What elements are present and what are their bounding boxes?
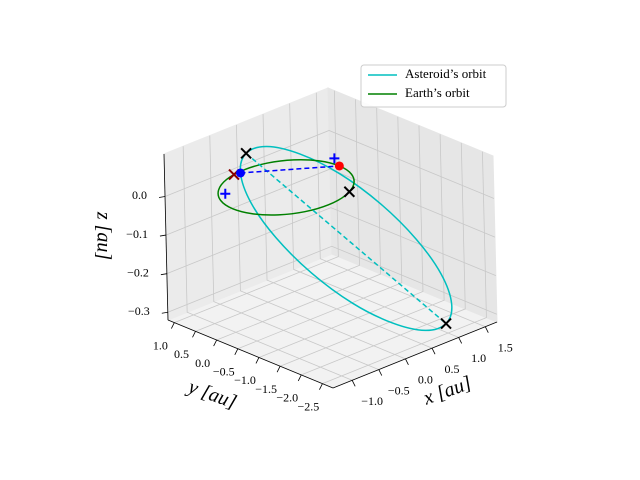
- point-marker: [236, 168, 246, 178]
- y-tick-label: 0.5: [174, 347, 189, 361]
- grid-line: [258, 125, 424, 358]
- grid-line: [195, 99, 360, 332]
- z-tick-label: −0.1: [126, 227, 148, 241]
- x-axis-line: [332, 321, 498, 389]
- panes: [163, 87, 499, 389]
- grid-line: [182, 146, 353, 381]
- z-axis-line: [163, 153, 169, 321]
- legend-label: Earth’s orbit: [405, 85, 470, 100]
- dashed-line: [240, 165, 340, 174]
- grid-line: [289, 103, 459, 338]
- y-tick-label: −2.0: [276, 391, 298, 405]
- y-tick-label: 0.0: [195, 356, 210, 370]
- x-tick: [405, 358, 409, 366]
- grid-line: [301, 142, 466, 376]
- z-tick-label: −0.3: [128, 304, 150, 318]
- point-marker: [343, 186, 356, 198]
- x-tick: [351, 380, 356, 387]
- y-tick: [170, 322, 175, 329]
- legend-label: Asteroid’s orbit: [405, 66, 487, 81]
- y-axis-label: y [au]: [184, 375, 240, 413]
- x-tick-label: 0.0: [418, 373, 433, 387]
- grid-line: [165, 168, 496, 238]
- y-tick-label: −1.5: [255, 382, 277, 396]
- grid-line: [216, 108, 382, 341]
- grid-line: [167, 245, 497, 315]
- grid-line: [209, 135, 379, 370]
- x-tick-label: −0.5: [388, 383, 410, 397]
- x-tick-label: 0.5: [445, 362, 460, 376]
- y-tick-label: −0.5: [213, 365, 235, 379]
- point-marker: [220, 188, 231, 199]
- point-marker: [440, 317, 452, 330]
- x-tick: [431, 347, 436, 355]
- y-tick: [192, 331, 196, 338]
- grid-line: [164, 130, 495, 199]
- z-tick-label: 0.0: [132, 188, 147, 202]
- y-tick: [276, 366, 281, 373]
- z-tick: [159, 234, 167, 237]
- grid-line: [237, 116, 403, 350]
- point-marker: [240, 147, 252, 160]
- y-tick-label: 1.0: [153, 338, 168, 352]
- z-tick: [158, 196, 166, 198]
- z-tick: [161, 311, 168, 314]
- y-tick: [297, 374, 302, 382]
- x-tick-label: 1.0: [471, 351, 486, 365]
- x-tick: [458, 337, 463, 344]
- pane-back-right: [327, 87, 498, 323]
- legend-box: [360, 64, 507, 108]
- grid-line: [174, 90, 339, 323]
- y-tick: [234, 348, 239, 355]
- z-axis-label: z [au]: [92, 211, 114, 260]
- x-tick: [378, 369, 383, 376]
- point-marker: [334, 161, 344, 171]
- z-tick-label: −0.2: [127, 265, 149, 279]
- y-tick: [255, 357, 260, 364]
- point-marker: [329, 153, 340, 164]
- grid-line: [315, 92, 486, 328]
- y-tick: [213, 339, 218, 347]
- z-tick: [160, 273, 167, 276]
- x-tick: [484, 326, 489, 333]
- grid-line: [236, 124, 406, 360]
- grid-line: [322, 151, 487, 385]
- x-tick-label: 1.5: [498, 340, 513, 354]
- dashed-line: [245, 152, 447, 325]
- grid-line: [279, 134, 445, 367]
- y-tick-label: −1.0: [234, 373, 256, 387]
- grid-line: [166, 207, 497, 277]
- x-tick-label: −1.0: [361, 394, 383, 408]
- y-tick: [319, 383, 323, 390]
- y-tick-label: −2.5: [298, 399, 320, 413]
